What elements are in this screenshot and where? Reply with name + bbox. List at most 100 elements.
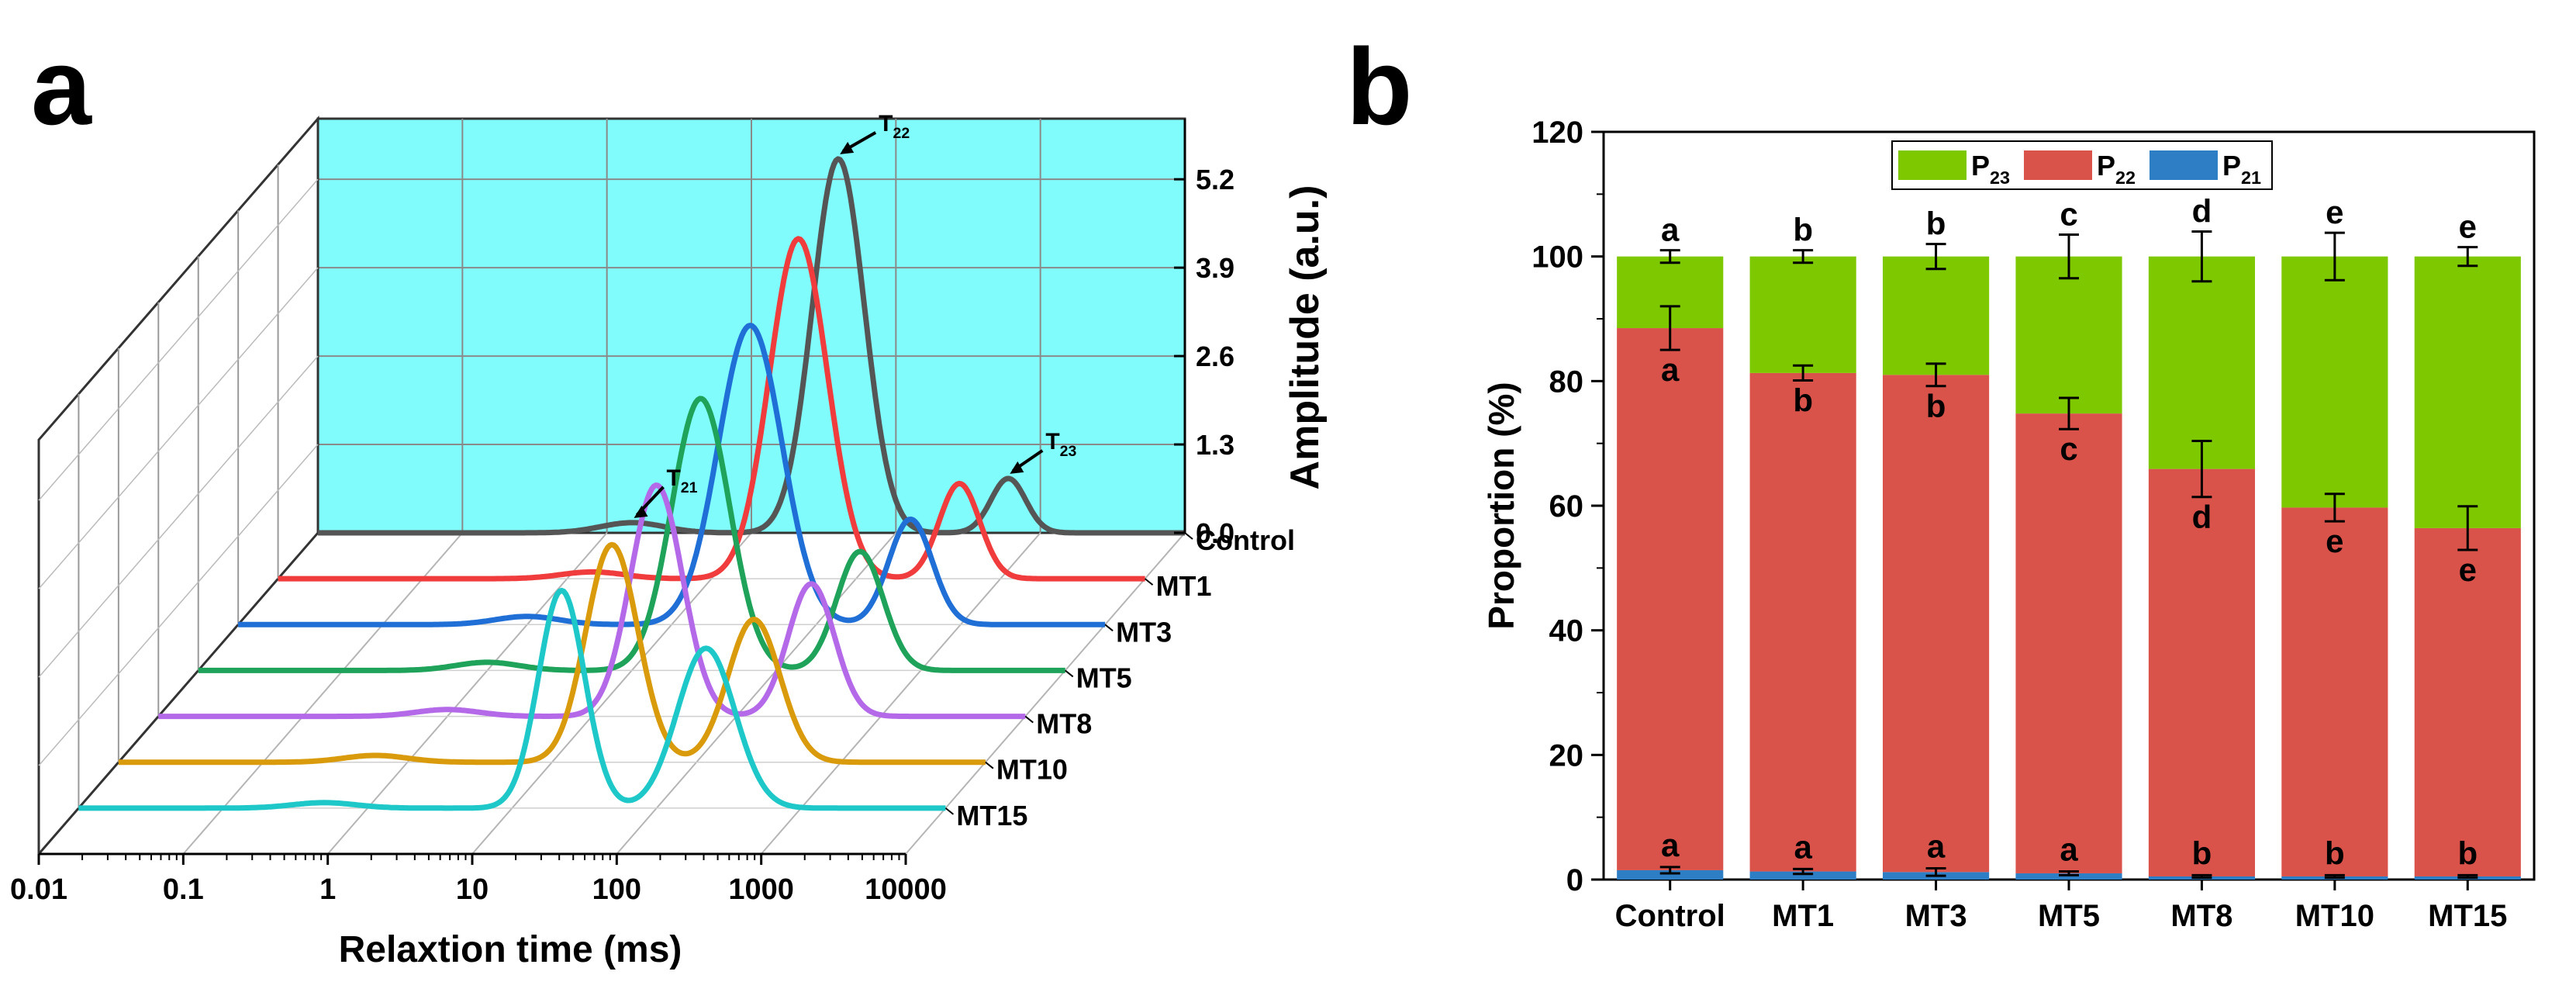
category-label: MT10: [2295, 899, 2374, 933]
curve-mt5: [197, 396, 1066, 673]
series-label-mt5: MT5: [1076, 662, 1132, 693]
bar-p22-mt5: [2015, 413, 2122, 873]
bar-p23-mt1: [1749, 256, 1856, 373]
significance-letter-p23: d: [2192, 193, 2212, 230]
z-tick-label: 1.3: [1196, 429, 1234, 461]
significance-letter-p21: a: [1661, 827, 1680, 863]
significance-letter-p22: c: [2060, 430, 2077, 467]
panel-a-label: a: [31, 26, 92, 147]
bar-p23-mt10: [2281, 256, 2388, 508]
legend-swatch-p21: [2150, 150, 2218, 180]
y-tick-label: 60: [1549, 489, 1584, 524]
x-tick-label: 10000: [865, 873, 947, 906]
significance-letter-p23: e: [2459, 209, 2477, 245]
back-wall-grid: [318, 119, 1185, 533]
significance-letter-p22: e: [2459, 551, 2477, 588]
axes: 0.0 1.3 2.6 3.9 5.2 0.01 0.1 1 10 100 1000 10000: [10, 119, 1234, 906]
bar-p23-mt5: [2015, 256, 2122, 414]
bar-p21-mt1: [1749, 871, 1856, 880]
category-label: MT5: [2038, 899, 2100, 933]
legend-label-p22: P22: [2097, 150, 2136, 188]
x-tick-label: 10: [456, 873, 489, 906]
z-tick-label: 0.0: [1196, 517, 1234, 549]
significance-letter-p21: a: [2060, 831, 2078, 868]
legend: P23 P22 P21: [1891, 140, 2273, 190]
significance-letter-p22: b: [1926, 388, 1946, 424]
significance-letter-p22: d: [2192, 499, 2212, 535]
x-tick-label: 0.01: [10, 873, 67, 906]
significance-letter-p21: a: [1927, 828, 1946, 865]
y-axis-title: Proportion (%): [1481, 382, 1521, 629]
y-tick-label: 40: [1549, 614, 1584, 648]
bar-p23-mt15: [2414, 256, 2521, 528]
series-label-mt3: MT3: [1116, 616, 1172, 648]
series-curves: Control MT1 MT3 MT5 MT8 MT10 MT15: [78, 156, 1295, 831]
significance-letter-p22: e: [2326, 523, 2343, 559]
side-wall: [37, 115, 319, 858]
bar-p21-control: [1617, 869, 1724, 880]
legend-swatch-p22: [2024, 150, 2092, 180]
significance-letter-p23: b: [1926, 206, 1946, 242]
bar-p22-control: [1617, 328, 1724, 870]
significance-letter-p23: c: [2060, 196, 2077, 233]
series-label-mt8: MT8: [1036, 708, 1092, 740]
legend-label-p23: P23: [1971, 150, 2010, 188]
curve-mt10: [118, 541, 986, 766]
annotation-t23: T23: [1045, 429, 1076, 460]
z-tick-label: 2.6: [1196, 340, 1234, 372]
y-tick-label: 80: [1549, 365, 1584, 399]
significance-letter-p22: b: [1793, 382, 1813, 419]
y-axis: 0 20 40 60 80 100 120: [1531, 116, 1604, 897]
x-tick-label: 1000: [728, 873, 794, 906]
annotation-t21: T21: [666, 465, 697, 496]
series-label-mt1: MT1: [1156, 570, 1212, 602]
significance-letter-p23: a: [1661, 212, 1680, 248]
category-label: MT1: [1772, 899, 1834, 933]
x-tick-label: 100: [592, 873, 641, 906]
significance-letter-p21: b: [2325, 835, 2345, 871]
y-tick-label: 100: [1531, 240, 1583, 275]
category-label: MT8: [2170, 899, 2232, 933]
category-label: MT3: [1905, 899, 1967, 933]
amplitude-axis-title: Amplitude (a.u.): [1283, 185, 1328, 490]
curve-mt3: [237, 323, 1106, 627]
annotation-t22: T22: [879, 111, 910, 142]
significance-letter-p21: a: [1794, 828, 1812, 865]
significance-letter-p21: b: [2192, 835, 2212, 871]
curve-control: [317, 156, 1186, 536]
bar-p21-mt5: [2015, 873, 2122, 880]
bar-p22-mt15: [2414, 527, 2521, 876]
legend-label-p21: P21: [2222, 150, 2261, 188]
y-tick-label: 120: [1531, 116, 1583, 150]
significance-letter-p23: e: [2326, 194, 2343, 230]
significance-letter-p23: b: [1793, 212, 1813, 248]
peak-annotations: T21 T22 T23: [634, 111, 1077, 518]
significance-letter-p22: a: [1661, 351, 1680, 388]
x-tick-label: 1: [319, 873, 336, 906]
x-axis-title: Relaxtion time (ms): [339, 929, 682, 970]
curve-mt15: [78, 587, 947, 811]
bar-p22-mt8: [2148, 468, 2255, 876]
bar-p22-mt10: [2281, 507, 2388, 876]
y-tick-label: 20: [1549, 738, 1584, 773]
stacked-bars: a a a Control a b b MT1 a b b MT3 a c c MT5 b d d MT8 b e e MT1…: [1615, 193, 2521, 933]
series-label-mt15: MT15: [956, 800, 1027, 831]
bar-p23-mt8: [2148, 256, 2255, 469]
series-label-mt10: MT10: [996, 754, 1068, 786]
bar-p22-mt3: [1883, 375, 1990, 873]
legend-swatch-p23: [1898, 150, 1967, 180]
bar-p22-mt1: [1749, 372, 1856, 872]
bar-p23-mt3: [1883, 256, 1990, 375]
z-tick-label: 3.9: [1196, 252, 1234, 284]
significance-letter-p21: b: [2457, 835, 2478, 871]
panel-b: b 0 20 40 60 80 100 120 a a a Control a b b MT1 a b b MT3…: [1346, 26, 2536, 933]
x-tick-label: 0.1: [163, 873, 204, 906]
category-label: Control: [1615, 899, 1725, 933]
category-label: MT15: [2428, 899, 2507, 933]
curve-mt1: [277, 236, 1146, 582]
z-tick-label: 5.2: [1196, 164, 1234, 195]
series-label-control: Control: [1196, 524, 1295, 556]
y-tick-label: 0: [1566, 863, 1583, 897]
